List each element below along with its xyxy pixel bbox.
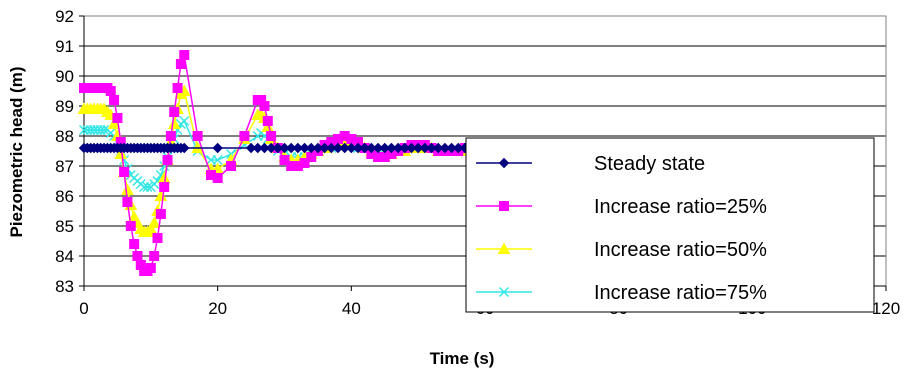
x-tick-label: 120 [872,299,900,318]
y-tick-label: 87 [55,157,74,176]
series-2-point [129,239,140,249]
legend-item-2-marker [499,201,509,211]
y-tick-label: 86 [55,187,74,206]
series-4-point [99,124,110,136]
series-2-point [239,131,250,141]
legend-item-3-label: Increase ratio=50% [594,239,767,261]
series-3-point [114,147,128,159]
legend-item-1: Steady state [476,153,705,175]
series-2-point [192,131,203,141]
series-2-point [169,107,180,117]
y-tick-label: 85 [55,217,74,236]
y-tick-label: 88 [55,127,74,146]
y-tick-label: 90 [55,67,74,86]
series-2-point [125,221,136,231]
series-2-point [145,263,156,273]
legend-item-4-marker [498,286,510,298]
series-3-point [107,117,121,129]
legend-item-4: Increase ratio=75% [476,282,767,304]
legend-item-1-label: Steady state [594,153,705,175]
series-2-point [262,116,273,126]
series-2-point [105,86,116,96]
legend-item-4-label: Increase ratio=75% [594,282,767,304]
legend-item-3-marker [497,242,511,254]
series-2-point [165,131,176,141]
series-2-point [212,173,223,183]
series-4-point [142,181,153,193]
series-2-point [152,233,163,243]
y-tick-label: 91 [55,37,74,56]
series-2-point [299,158,310,168]
legend-item-2-label: Increase ratio=25% [594,196,767,218]
series-2 [79,50,517,276]
y-tick-label: 89 [55,97,74,116]
y-axis-ticks: 83 84 85 86 87 88 89 90 91 92 [55,7,85,296]
x-tick-label: 20 [208,299,227,318]
legend-item-2: Increase ratio=25% [476,196,767,218]
series-2-point [109,95,120,105]
series-2-point [175,59,186,69]
series-2-point [162,155,173,165]
legend-item-4-marker-stroke [498,286,510,298]
series-4-point-stroke [99,124,110,136]
series-3-point [121,183,134,195]
y-tick-label: 83 [55,277,74,296]
series-2-point [159,182,170,192]
series-2-point [226,161,237,171]
series-1-point [212,142,223,154]
series-4-point-stroke [155,169,166,181]
legend: Steady state Increase ratio=25% Increase r… [465,137,875,313]
y-tick-label: 84 [55,247,74,266]
series-4-point-stroke [212,154,223,166]
x-tick-label: 0 [79,299,88,318]
series-2-point [149,251,160,261]
series-2-point [259,101,270,111]
series-2-point [155,209,166,219]
series-3-point [144,222,158,234]
series-4-point [212,154,223,166]
series-2-point [119,167,130,177]
series-2-point [132,251,143,261]
series-4-point-stroke [152,175,163,187]
series-3-point [167,117,181,129]
series-2-point [122,197,133,207]
y-axis-title: Piezometric head (m) [7,67,26,238]
series-2-point [279,155,290,165]
x-axis-title: Time (s) [430,349,495,368]
series-4-point-stroke [179,115,190,127]
series-2-point [179,50,190,60]
series-2-point [266,131,277,141]
series-layer [77,50,517,276]
series-4-point-stroke [142,181,153,193]
series-3-point [147,216,161,228]
series-1 [78,142,517,154]
series-1-point [179,142,190,154]
legend-item-3: Increase ratio=50% [476,239,767,261]
y-tick-label: 92 [55,7,74,26]
series-2-point [112,113,123,123]
series-4-point [179,115,190,127]
legend-item-1-marker [498,157,510,169]
series-4-point-stroke [119,154,130,166]
series-2-point [172,83,183,93]
x-tick-label: 40 [342,299,361,318]
legend-box [465,137,875,313]
